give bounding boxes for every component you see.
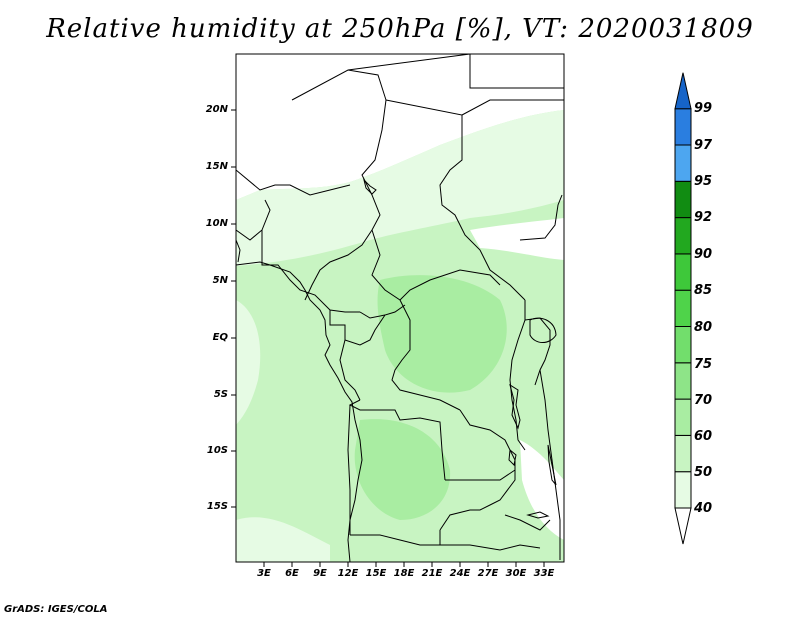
light-patch-west (236, 300, 261, 425)
footer-credit: GrADS: IGES/COLA (4, 604, 108, 615)
coastline (236, 239, 363, 562)
longitude-ticks (263, 562, 545, 567)
light-patch-northeast (470, 218, 564, 260)
colorbar-label: 97 (694, 138, 713, 153)
lon-label: 33E (533, 568, 555, 579)
colorbar-segment (674, 326, 692, 364)
colorbar-label: 99 (694, 101, 713, 116)
colorbar-segment (674, 507, 692, 545)
colorbar-segment (674, 253, 692, 291)
colorbar-label: 75 (694, 357, 713, 372)
lakes (363, 178, 557, 519)
lat-label: 15S (206, 501, 228, 512)
lon-label: 18E (393, 568, 415, 579)
lat-label: 10S (206, 445, 228, 456)
dry-patch-south (236, 517, 330, 562)
lon-label: 27E (477, 568, 499, 579)
lon-label: 6E (285, 568, 299, 579)
colorbar-label: 40 (694, 501, 713, 516)
colorbar-segment (674, 217, 692, 255)
colorbar-label: 80 (694, 320, 713, 335)
colorbar-segment (674, 398, 692, 436)
lon-label: 21E (421, 568, 443, 579)
colorbar-label: 70 (694, 393, 713, 408)
colorbar-label: 60 (694, 429, 713, 444)
lon-label: 9E (313, 568, 327, 579)
lon-label: 3E (257, 568, 271, 579)
lat-label: EQ (212, 332, 228, 343)
colorbar-segment (674, 434, 692, 473)
lat-label: 5S (213, 389, 228, 400)
lat-label: 15N (205, 161, 228, 172)
light-band-sahel (236, 110, 564, 266)
latitude-ticks (231, 109, 236, 508)
colorbar-segment (674, 180, 692, 219)
lat-label: 10N (205, 218, 228, 229)
colorbar-label: 90 (694, 247, 713, 262)
dry-patch-southeast (520, 440, 564, 540)
colorbar-label: 85 (694, 283, 713, 298)
colorbar-label: 92 (694, 210, 713, 225)
lat-label: 5N (212, 275, 228, 286)
colorbar-label: 95 (694, 174, 713, 189)
colorbar-segment (674, 72, 692, 110)
map-title: Relative humidity at 250hPa [%], VT: 202… (46, 14, 754, 44)
colorbar (674, 72, 692, 545)
country-borders (236, 54, 564, 560)
plot-frame (235, 53, 565, 563)
colorbar-segment (674, 108, 692, 146)
lon-label: 24E (449, 568, 471, 579)
colorbar-label: 50 (694, 465, 713, 480)
colorbar-segment (674, 144, 692, 182)
dry-region-north (236, 54, 564, 200)
colorbar-segment (674, 471, 692, 509)
lon-label: 15E (365, 568, 387, 579)
moist-patch-congo (377, 275, 507, 393)
lat-label: 20N (205, 104, 228, 115)
lon-label: 12E (337, 568, 359, 579)
colorbar-segment (674, 289, 692, 328)
moist-patch-angola (354, 419, 451, 520)
lon-label: 30E (505, 568, 527, 579)
colorbar-segment (674, 362, 692, 400)
